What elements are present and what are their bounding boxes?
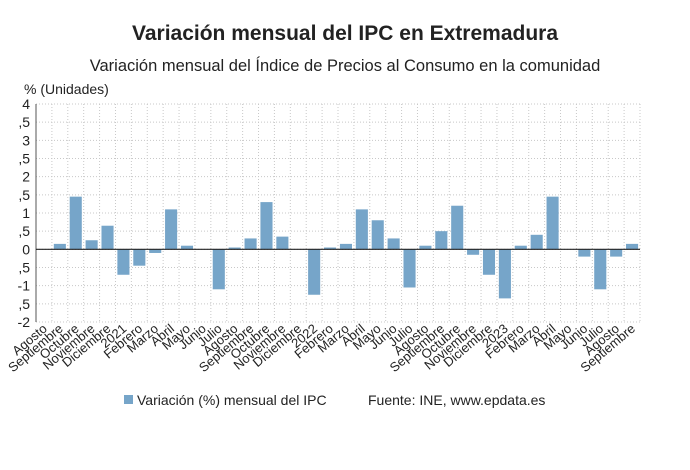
source: Fuente: INE, www.epdata.es — [368, 392, 545, 408]
bar — [467, 249, 480, 255]
y-tick-label: 0 — [22, 241, 30, 257]
bar — [212, 249, 225, 290]
bar — [514, 245, 527, 250]
bar — [355, 209, 368, 250]
bar — [610, 249, 623, 257]
bar — [69, 196, 82, 250]
y-tick-label: 3 — [22, 132, 30, 148]
bar — [626, 243, 639, 250]
bar — [276, 236, 289, 250]
y-axis-label: % (Unidades) — [24, 81, 109, 97]
bar — [435, 231, 448, 250]
bar — [403, 249, 416, 288]
chart-subtitle: Variación mensual del Índice de Precios … — [90, 56, 601, 75]
chart-title: Variación mensual del IPC en Extremadura — [132, 22, 558, 45]
bar — [244, 238, 257, 250]
bar — [101, 225, 114, 250]
y-tick-label: ,5 — [18, 223, 30, 239]
y-tick-label: ,5 — [18, 296, 30, 312]
bar — [133, 249, 146, 266]
bar — [530, 234, 543, 250]
bar — [117, 249, 130, 275]
bar — [149, 249, 162, 253]
y-tick-label: ,5 — [18, 187, 30, 203]
bar — [308, 249, 321, 295]
bar — [594, 249, 607, 290]
y-tick-label: 4 — [22, 96, 30, 112]
bar — [180, 245, 194, 250]
bar — [482, 249, 496, 275]
y-tick-label: ,5 — [18, 260, 30, 276]
y-tick-label: ,5 — [18, 114, 30, 130]
bar — [165, 209, 178, 250]
bar — [451, 205, 464, 250]
bar — [339, 243, 352, 250]
y-tick-label: 1 — [22, 205, 30, 221]
bar — [85, 240, 98, 250]
bar — [578, 249, 591, 257]
bar — [228, 247, 241, 250]
bar — [53, 243, 66, 250]
bar — [371, 220, 384, 250]
bar — [546, 196, 559, 250]
y-tick-label: 2 — [22, 169, 30, 185]
y-tick-label: -1 — [18, 278, 31, 294]
bar — [260, 202, 273, 250]
bar — [387, 238, 400, 250]
y-tick-label: -2 — [18, 314, 31, 330]
y-tick-label: ,5 — [18, 151, 30, 167]
bar — [498, 249, 511, 299]
bar — [419, 245, 432, 250]
legend-label: Variación (%) mensual del IPC — [137, 392, 327, 408]
bar — [324, 247, 337, 250]
legend-swatch — [124, 395, 133, 404]
